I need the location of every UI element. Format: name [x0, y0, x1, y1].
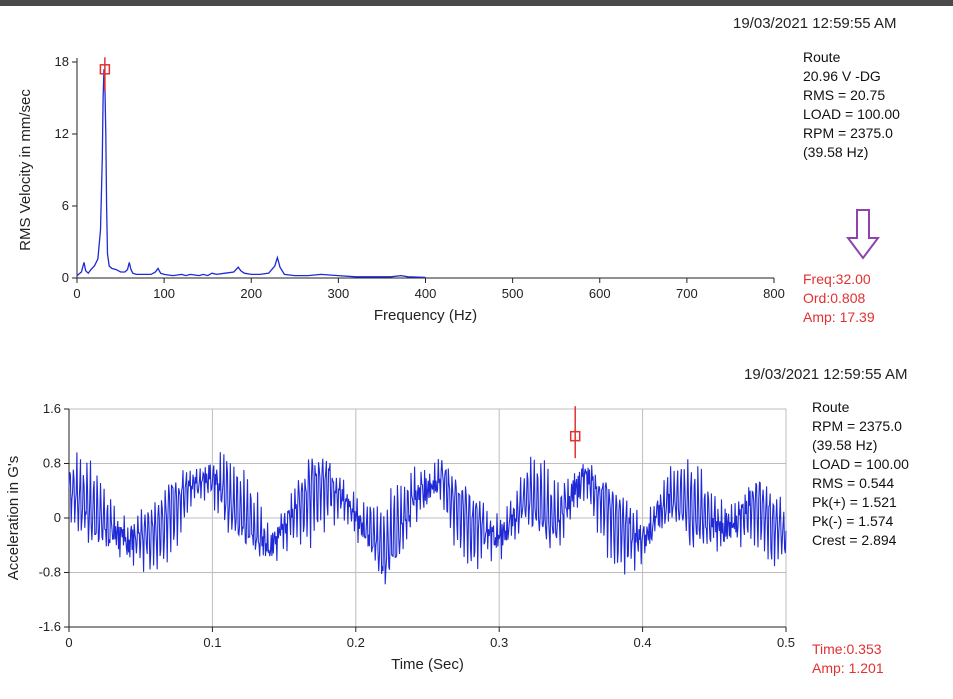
cursor-amplitude: Amp: 1.201: [812, 660, 884, 676]
waveform-info-line: Pk(-) = 1.574: [812, 513, 894, 529]
x-tick-label: 800: [763, 286, 785, 301]
waveform-info-line: RPM = 2375.0: [812, 418, 902, 434]
down-arrow-icon: [846, 209, 880, 260]
waveform-info-line: Pk(+) = 1.521: [812, 494, 897, 510]
top-border: [0, 0, 953, 6]
waveform-cursor-marker: [569, 430, 581, 442]
x-tick-label: 600: [589, 286, 611, 301]
spectrum-info-panel: Route 20.96 V -DG RMS = 20.75 LOAD = 100…: [803, 48, 900, 162]
x-tick-label: 0.4: [634, 635, 652, 650]
spectrum-info-line: (39.58 Hz): [803, 144, 869, 160]
waveform-info-line: LOAD = 100.00: [812, 456, 909, 472]
spectrum-cursor-readout: Freq:32.00 Ord:0.808 Amp: 17.39: [803, 270, 875, 327]
x-tick-label: 0: [65, 635, 72, 650]
x-tick-label: 300: [328, 286, 350, 301]
x-axis-label: Frequency (Hz): [374, 307, 477, 324]
waveform-info-line: RMS = 0.544: [812, 475, 895, 491]
y-tick-label: 0.8: [43, 456, 61, 471]
spectrum-info-line: Route: [803, 49, 841, 65]
spectrum-info-line: RPM = 2375.0: [803, 125, 893, 141]
x-tick-label: 700: [676, 286, 698, 301]
spectrum-info-line: RMS = 20.75: [803, 87, 886, 103]
spectrum-info-line: LOAD = 100.00: [803, 106, 900, 122]
y-tick-label: 6: [62, 198, 69, 213]
waveform-chart: 0 0.1 0.2 0.3 0.4 0.5 -1.6 -0.8 0 0.8 1.6 Time (Sec…: [5, 401, 795, 673]
y-tick-label: 0: [62, 270, 69, 285]
spectrum-timestamp: 19/03/2021 12:59:55 AM: [733, 15, 897, 32]
x-tick-label: 200: [240, 286, 262, 301]
waveform-info-line: Route: [812, 399, 850, 415]
cursor-frequency: Freq:32.00: [803, 271, 871, 287]
x-tick-label: 0: [73, 286, 80, 301]
waveform-info-panel: Route RPM = 2375.0 (39.58 Hz) LOAD = 100…: [812, 398, 909, 550]
x-tick-label: 0.1: [203, 635, 221, 650]
x-tick-label: 400: [415, 286, 437, 301]
y-axis-label: RMS Velocity in mm/sec: [17, 89, 34, 251]
y-axis-label: Acceleration in G's: [5, 456, 22, 581]
x-tick-label: 0.3: [490, 635, 508, 650]
spectrum-chart: 0 100 200 300 400 500 600 700 800 0 6 12 18 Frequency…: [17, 54, 785, 324]
y-tick-label: 0: [54, 510, 61, 525]
spectrum-info-line: 20.96 V -DG: [803, 68, 881, 84]
y-tick-label: 12: [55, 126, 69, 141]
y-tick-label: -0.8: [39, 565, 61, 580]
waveform-info-line: Crest = 2.894: [812, 532, 897, 548]
waveform-timestamp: 19/03/2021 12:59:55 AM: [744, 366, 908, 383]
waveform-info-line: (39.58 Hz): [812, 437, 878, 453]
x-tick-label: 100: [153, 286, 175, 301]
y-tick-label: -1.6: [39, 619, 61, 634]
x-tick-label: 0.5: [777, 635, 795, 650]
y-tick-label: 18: [55, 54, 69, 69]
spectrum-trace: [76, 69, 426, 279]
waveform-cursor-readout: Time:0.353 Amp: 1.201: [812, 640, 884, 678]
x-tick-label: 500: [502, 286, 524, 301]
cursor-amplitude: Amp: 17.39: [803, 309, 875, 325]
cursor-time: Time:0.353: [812, 641, 882, 657]
y-tick-label: 1.6: [43, 401, 61, 416]
spectrum-cursor-marker: [99, 64, 111, 75]
x-tick-label: 0.2: [347, 635, 365, 650]
waveform-trace: [68, 452, 787, 585]
cursor-order: Ord:0.808: [803, 290, 866, 306]
x-axis-label: Time (Sec): [391, 656, 464, 673]
